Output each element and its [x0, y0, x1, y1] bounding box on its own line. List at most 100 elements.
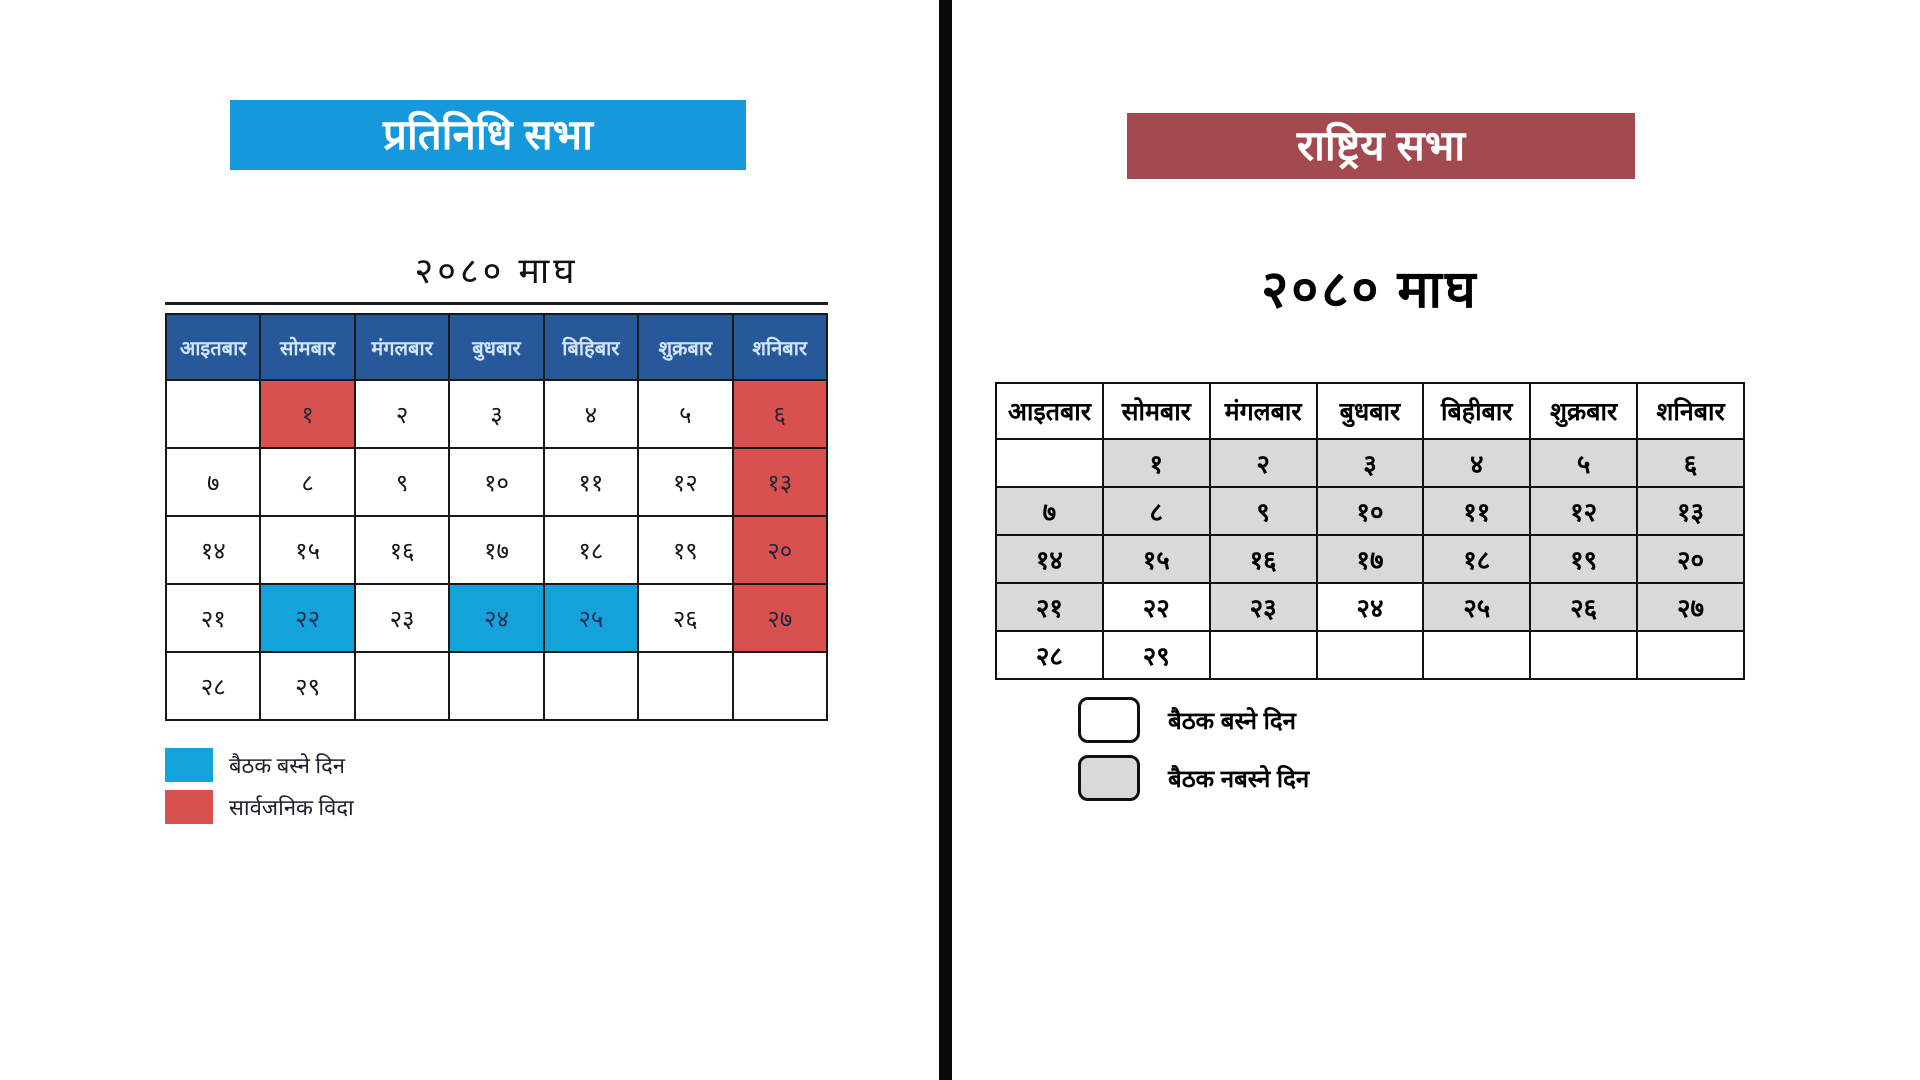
day-cell: १६: [353, 515, 451, 585]
legend-item-sitting-day: बैठक बस्ने दिन: [1078, 697, 1309, 743]
left-panel-banner: प्रतिनिधि सभा: [230, 100, 746, 170]
calendar-week-row: १४ १५ १६ १७ १८ १९ २०: [995, 534, 1745, 584]
day-cell-off: ६: [1636, 438, 1745, 488]
day-cell: १०: [448, 447, 545, 517]
day-cell-off: १६: [1208, 534, 1318, 584]
day-cell-off: १: [1101, 438, 1211, 488]
day-cell: २: [353, 379, 451, 449]
right-legend: बैठक बस्ने दिन बैठक नबस्ने दिन: [1078, 697, 1309, 801]
weekday-header: बिहीबार: [1422, 382, 1532, 440]
day-cell: [164, 379, 262, 449]
day-cell-holiday: २०: [731, 515, 829, 585]
day-cell: [1529, 630, 1639, 680]
day-cell: १८: [542, 515, 640, 585]
legend-item-meeting-day: बैठक बस्ने दिन: [165, 748, 354, 782]
left-legend: बैठक बस्ने दिन सार्वजनिक विदा: [165, 748, 354, 824]
calendar-week-row: ७ ८ ९ १० ११ १२ १३: [995, 486, 1745, 536]
day-cell: १७: [448, 515, 545, 585]
day-cell: [542, 651, 640, 721]
day-cell: ११: [542, 447, 640, 517]
day-cell-off: १७: [1315, 534, 1425, 584]
day-cell-off: ११: [1422, 486, 1532, 536]
weekday-header: आइतबार: [164, 313, 262, 381]
non-sitting-day-swatch: [1078, 755, 1140, 801]
day-cell-off: १२: [1529, 486, 1639, 536]
calendar-week-row: १४ १५ १६ १७ १८ १९ २०: [164, 515, 829, 585]
day-cell: २४: [1315, 582, 1425, 632]
day-cell: ३: [448, 379, 545, 449]
legend-label: बैठक नबस्ने दिन: [1168, 765, 1310, 793]
left-calendar-title: २०८० माघ: [165, 245, 828, 305]
day-cell: [448, 651, 545, 721]
day-cell-off: २०: [1636, 534, 1745, 584]
weekday-header: मंगलबार: [1208, 382, 1318, 440]
calendar-week-row: २८ २९: [164, 651, 829, 721]
weekday-header: आइतबार: [995, 382, 1104, 440]
day-cell: [995, 438, 1104, 488]
weekday-header: सोमबार: [1101, 382, 1211, 440]
day-cell-off: २५: [1422, 582, 1532, 632]
weekday-header: सोमबार: [259, 313, 356, 381]
calendar-week-row: २८ २९: [995, 630, 1745, 680]
weekday-header: शुक्रबार: [1529, 382, 1639, 440]
day-cell-off: ८: [1101, 486, 1211, 536]
day-cell: २६: [637, 583, 734, 653]
legend-label: बैठक बस्ने दिन: [229, 753, 346, 778]
day-cell: २९: [259, 651, 356, 721]
weekday-header: बुधबार: [448, 313, 545, 381]
day-cell-off: २: [1208, 438, 1318, 488]
weekday-header: शुक्रबार: [637, 313, 734, 381]
day-cell-meeting: २४: [448, 583, 545, 653]
sitting-day-swatch: [1078, 697, 1140, 743]
weekday-header: बुधबार: [1315, 382, 1425, 440]
day-cell-off: १९: [1529, 534, 1639, 584]
weekday-header: बिहिबार: [542, 313, 640, 381]
weekday-header: शनिबार: [731, 313, 829, 381]
center-divider-bar: [939, 0, 952, 1080]
day-cell: २९: [1101, 630, 1211, 680]
day-cell-off: ३: [1315, 438, 1425, 488]
right-panel-banner: राष्ट्रिय सभा: [1127, 113, 1635, 179]
day-cell-holiday: २७: [731, 583, 829, 653]
day-cell-off: ७: [995, 486, 1104, 536]
day-cell: १४: [164, 515, 262, 585]
day-cell-off: १८: [1422, 534, 1532, 584]
legend-label: बैठक बस्ने दिन: [1168, 707, 1296, 735]
calendar-week-row: २१ २२ २३ २४ २५ २६ २७: [995, 582, 1745, 632]
calendar-week-row: २१ २२ २३ २४ २५ २६ २७: [164, 583, 829, 653]
day-cell: [1208, 630, 1318, 680]
right-calendar-title: २०८० माघ: [1261, 262, 1479, 319]
day-cell: १२: [637, 447, 734, 517]
day-cell: २८: [995, 630, 1104, 680]
weekday-header: मंगलबार: [353, 313, 451, 381]
weekday-header-row: आइतबार सोमबार मंगलबार बुधबार बिहिबार शुक्रबार…: [164, 313, 829, 381]
day-cell: ७: [164, 447, 262, 517]
day-cell: ४: [542, 379, 640, 449]
day-cell-off: ९: [1208, 486, 1318, 536]
day-cell: ९: [353, 447, 451, 517]
day-cell: [637, 651, 734, 721]
day-cell-holiday: १: [259, 379, 356, 449]
right-calendar-table: आइतबार सोमबार मंगलबार बुधबार बिहीबार शुक्रबार…: [995, 382, 1745, 680]
day-cell: [353, 651, 451, 721]
day-cell-off: १५: [1101, 534, 1211, 584]
day-cell: ५: [637, 379, 734, 449]
day-cell: १५: [259, 515, 356, 585]
day-cell: २२: [1101, 582, 1211, 632]
day-cell: [1315, 630, 1425, 680]
day-cell: [1636, 630, 1745, 680]
day-cell-holiday: १३: [731, 447, 829, 517]
day-cell-off: २७: [1636, 582, 1745, 632]
day-cell-off: ४: [1422, 438, 1532, 488]
day-cell-off: १३: [1636, 486, 1745, 536]
day-cell: [1422, 630, 1532, 680]
public-holiday-swatch: [165, 790, 213, 824]
legend-label: सार्वजनिक विदा: [229, 795, 354, 820]
day-cell-off: १०: [1315, 486, 1425, 536]
legend-item-non-sitting-day: बैठक नबस्ने दिन: [1078, 755, 1309, 801]
day-cell-off: २३: [1208, 582, 1318, 632]
weekday-header: शनिबार: [1636, 382, 1745, 440]
